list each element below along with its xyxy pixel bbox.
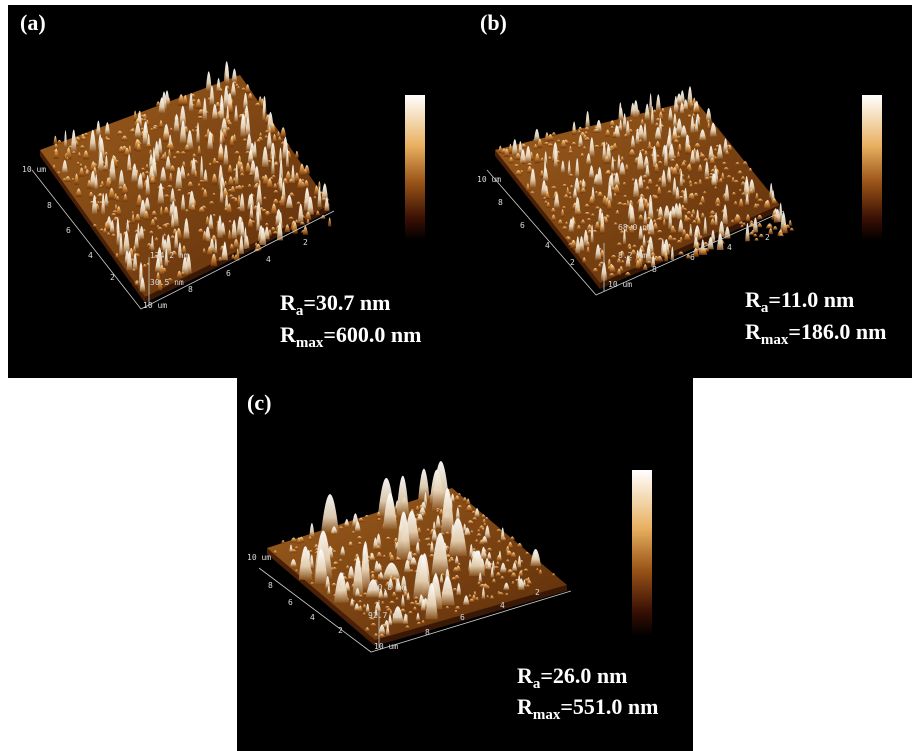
axis-label: 10 um <box>608 280 632 289</box>
value: =11.0 nm <box>768 287 854 312</box>
axis-label: 6 <box>66 226 71 235</box>
afm-panel: (a)10 um864210 um8642174.2 nm30.5 nmRa=3… <box>8 5 470 378</box>
axis-label: 6 <box>460 613 465 622</box>
axis-label: 8 <box>652 265 657 274</box>
axis-label: 68.0 nm <box>618 223 652 232</box>
symbol: R <box>280 322 297 347</box>
symbol: R <box>517 694 534 719</box>
axis-label: 174.2 nm <box>150 251 189 260</box>
colorbar <box>632 470 652 636</box>
axis-label: 4 <box>545 241 550 250</box>
symbol: R <box>745 287 762 312</box>
subscript: max <box>296 335 324 351</box>
axis-label: 8 <box>425 628 430 637</box>
axis-label: 8.2 nm <box>618 251 647 260</box>
axis-label: 300.8 nm <box>368 583 407 592</box>
axis-label: 2 <box>338 626 343 635</box>
axis-label: 6 <box>690 253 695 262</box>
panel-label: (b) <box>480 10 507 35</box>
axis-label: 10 um <box>374 642 398 651</box>
panel-label: (a) <box>20 10 46 35</box>
axis-label: 2 <box>110 273 115 282</box>
axis-label: 4 <box>727 243 732 252</box>
axis-label: 4 <box>88 251 93 260</box>
afm-panel: (c)10 um864210 um8642300.8 nm92.7 nmRa=2… <box>237 378 693 751</box>
axis-label: 30.5 nm <box>150 278 184 287</box>
axis-label: 4 <box>310 613 315 622</box>
axis-label: 4 <box>500 601 505 610</box>
axis-label: 10 um <box>477 175 501 184</box>
colorbar <box>405 95 425 240</box>
axis-label: 8 <box>498 198 503 207</box>
axis-label: 92.7 nm <box>368 611 402 620</box>
axis-label: 2 <box>303 238 308 247</box>
axis-label: 10 um <box>143 301 167 310</box>
figure: (a)10 um864210 um8642174.2 nm30.5 nmRa=3… <box>0 0 912 751</box>
axis-label: 6 <box>288 598 293 607</box>
axis-label: 8 <box>268 581 273 590</box>
value: =186.0 nm <box>788 319 886 344</box>
axis-label: 2 <box>535 588 540 597</box>
symbol: R <box>280 290 297 315</box>
value: =26.0 nm <box>540 663 627 688</box>
subscript: max <box>761 332 789 348</box>
axis-label: 10 um <box>22 165 46 174</box>
axis-label: 2 <box>570 258 575 267</box>
axis-label: 8 <box>47 201 52 210</box>
axis-label: 2 <box>765 233 770 242</box>
value: =551.0 nm <box>560 694 658 719</box>
subscript: max <box>533 707 561 723</box>
axis-label: 6 <box>520 221 525 230</box>
value: =600.0 nm <box>323 322 421 347</box>
value: =30.7 nm <box>303 290 390 315</box>
axis-label: 6 <box>226 269 231 278</box>
symbol: R <box>517 663 534 688</box>
axis-label: 8 <box>188 285 193 294</box>
axis-label: 4 <box>266 255 271 264</box>
axis-label: 10 um <box>247 553 271 562</box>
symbol: R <box>745 319 762 344</box>
colorbar <box>862 95 882 240</box>
panel-label: (c) <box>247 390 271 415</box>
